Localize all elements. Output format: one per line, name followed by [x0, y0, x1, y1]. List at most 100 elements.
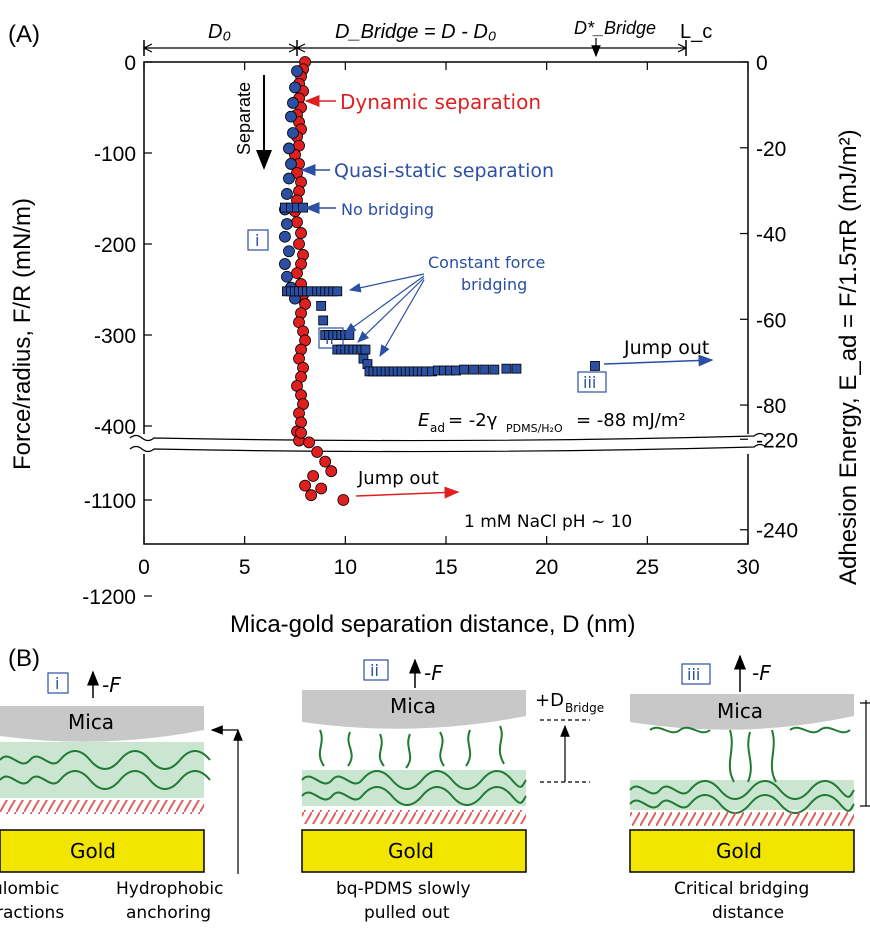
roman-i-box — [247, 229, 269, 251]
data-point — [279, 258, 291, 270]
mica-ii — [302, 690, 526, 729]
data-point — [287, 97, 299, 109]
x-tick-label: 30 — [736, 556, 759, 579]
y-tick-label-left: -200 — [94, 234, 136, 257]
series-dynamic-separation — [289, 56, 350, 506]
gold-i — [0, 829, 205, 873]
data-point — [281, 270, 293, 283]
data-point — [283, 142, 295, 155]
data-point — [291, 267, 303, 280]
caption-2b: anchoring — [126, 903, 211, 923]
jump-out-bottom: Jump out — [357, 468, 439, 489]
y-tick-label-left: 0 — [124, 52, 136, 75]
data-point — [285, 158, 297, 170]
quasi-static-label: Quasi-static separation — [334, 160, 554, 182]
data-point — [451, 365, 461, 376]
schematic-iii-label: iii — [687, 665, 700, 684]
mica-iii — [630, 694, 854, 730]
x-tick-label: 5 — [239, 556, 251, 579]
x-tick-label: 10 — [334, 556, 357, 579]
data-point — [285, 110, 297, 123]
caption-1b: ractions — [0, 903, 64, 923]
force-i: -F — [102, 673, 121, 697]
salt-label: 1 mM NaCl pH ~ 10 — [464, 512, 632, 532]
gold-ii-label: Gold — [388, 839, 434, 863]
gold-iii-label: Gold — [716, 839, 762, 863]
schematic-ii-label: ii — [370, 661, 379, 680]
force-iii: -F — [752, 661, 771, 685]
data-point — [590, 361, 600, 371]
data-point — [283, 245, 295, 258]
data-point — [307, 470, 320, 482]
dbridge-sub: Bridge — [565, 701, 604, 715]
panel-b-label: (B) — [8, 645, 40, 672]
roman-ii-box — [318, 327, 344, 349]
data-point — [479, 364, 490, 375]
y-tick-label-left: -300 — [94, 325, 136, 348]
roman-i: i — [255, 231, 259, 250]
data-point — [293, 238, 305, 250]
series-no-bridging — [280, 202, 317, 297]
y-tick-label-left: -100 — [94, 143, 136, 166]
data-marks — [279, 56, 600, 506]
y-axis-right-title: Adhesion Energy, E_ad = F/1.5πR (mJ/m²) — [835, 129, 862, 585]
data-point — [459, 364, 470, 375]
x-tick-label: 0 — [138, 556, 150, 579]
dynamic-label: Dynamic separation — [340, 90, 541, 114]
series-constant-force-bridging — [312, 286, 600, 377]
jump-out-top: Jump out — [623, 337, 709, 359]
y-tick-label-right: 0 — [756, 52, 768, 75]
data-point — [279, 230, 291, 243]
data-point — [319, 455, 332, 468]
data-point — [287, 127, 299, 139]
caption-1a: ulombic — [0, 879, 59, 899]
roman-ii: ii — [325, 329, 334, 348]
data-point — [501, 363, 512, 374]
lc-label: L_c — [680, 21, 712, 43]
data-point — [489, 364, 500, 375]
y-tick-label-left: -1100 — [84, 490, 136, 513]
data-point — [299, 479, 311, 492]
schematic-i-label: i — [55, 674, 59, 693]
mica-i — [0, 706, 204, 742]
data-point — [318, 315, 329, 326]
data-point — [291, 216, 303, 229]
axis-ticks: 0 5 10 15 20 25 300-100-200-300-400-1100-12000… — [82, 52, 798, 609]
data-point — [332, 286, 343, 297]
data-point — [289, 81, 301, 94]
caption-3a: bq-PDMS slowly — [336, 879, 471, 899]
data-point — [281, 188, 293, 200]
roman-iii: iii — [583, 373, 596, 392]
dbridge-plus: +D — [535, 690, 564, 711]
y-tick-label-left: -1200 — [82, 586, 136, 609]
separate-label: Separate — [234, 82, 254, 155]
top-dimension-bar: D₀ D_Bridge = D - D₀ D*_Bridge L_c — [142, 18, 712, 58]
data-point — [337, 494, 350, 506]
cfb-label-2: bridging — [461, 275, 527, 294]
ead-sub: ad — [430, 421, 445, 435]
data-point — [325, 465, 338, 478]
mica-ii-label: Mica — [390, 694, 436, 718]
caption-4b: distance — [712, 903, 784, 923]
y-tick-label-right: -240 — [756, 520, 798, 543]
dbridge-star-label: D*_Bridge — [574, 18, 656, 38]
y-tick-label-right: -220 — [756, 429, 798, 452]
data-point — [291, 65, 303, 77]
roman-iii-box — [577, 371, 607, 393]
data-point — [315, 482, 328, 495]
y-axis-left-title: Force/radius, F/R (mN/m) — [9, 198, 36, 470]
caption-3b: pulled out — [364, 903, 450, 923]
x-axis-title: Mica-gold separation distance, D (nm) — [230, 611, 636, 638]
data-point — [469, 364, 480, 375]
annotations: Separate Dynamic separation Quasi-static… — [234, 75, 714, 532]
ead-equation: E ad = -2γ PDMS/H₂O = -88 mJ/m² — [418, 410, 686, 435]
panel-b: i -F Mica Gold ulombic ractions Hydropho… — [0, 654, 870, 923]
x-tick-label: 25 — [636, 556, 659, 579]
data-point — [303, 436, 315, 449]
cfb-label-1: Constant force — [428, 253, 545, 272]
y-tick-label-right: -40 — [756, 224, 786, 247]
schematic-iii: iii -F Mica Gold Critical bridging dista… — [629, 654, 870, 923]
y-tick-label-right: -60 — [756, 309, 786, 332]
gold-ii — [301, 829, 527, 873]
